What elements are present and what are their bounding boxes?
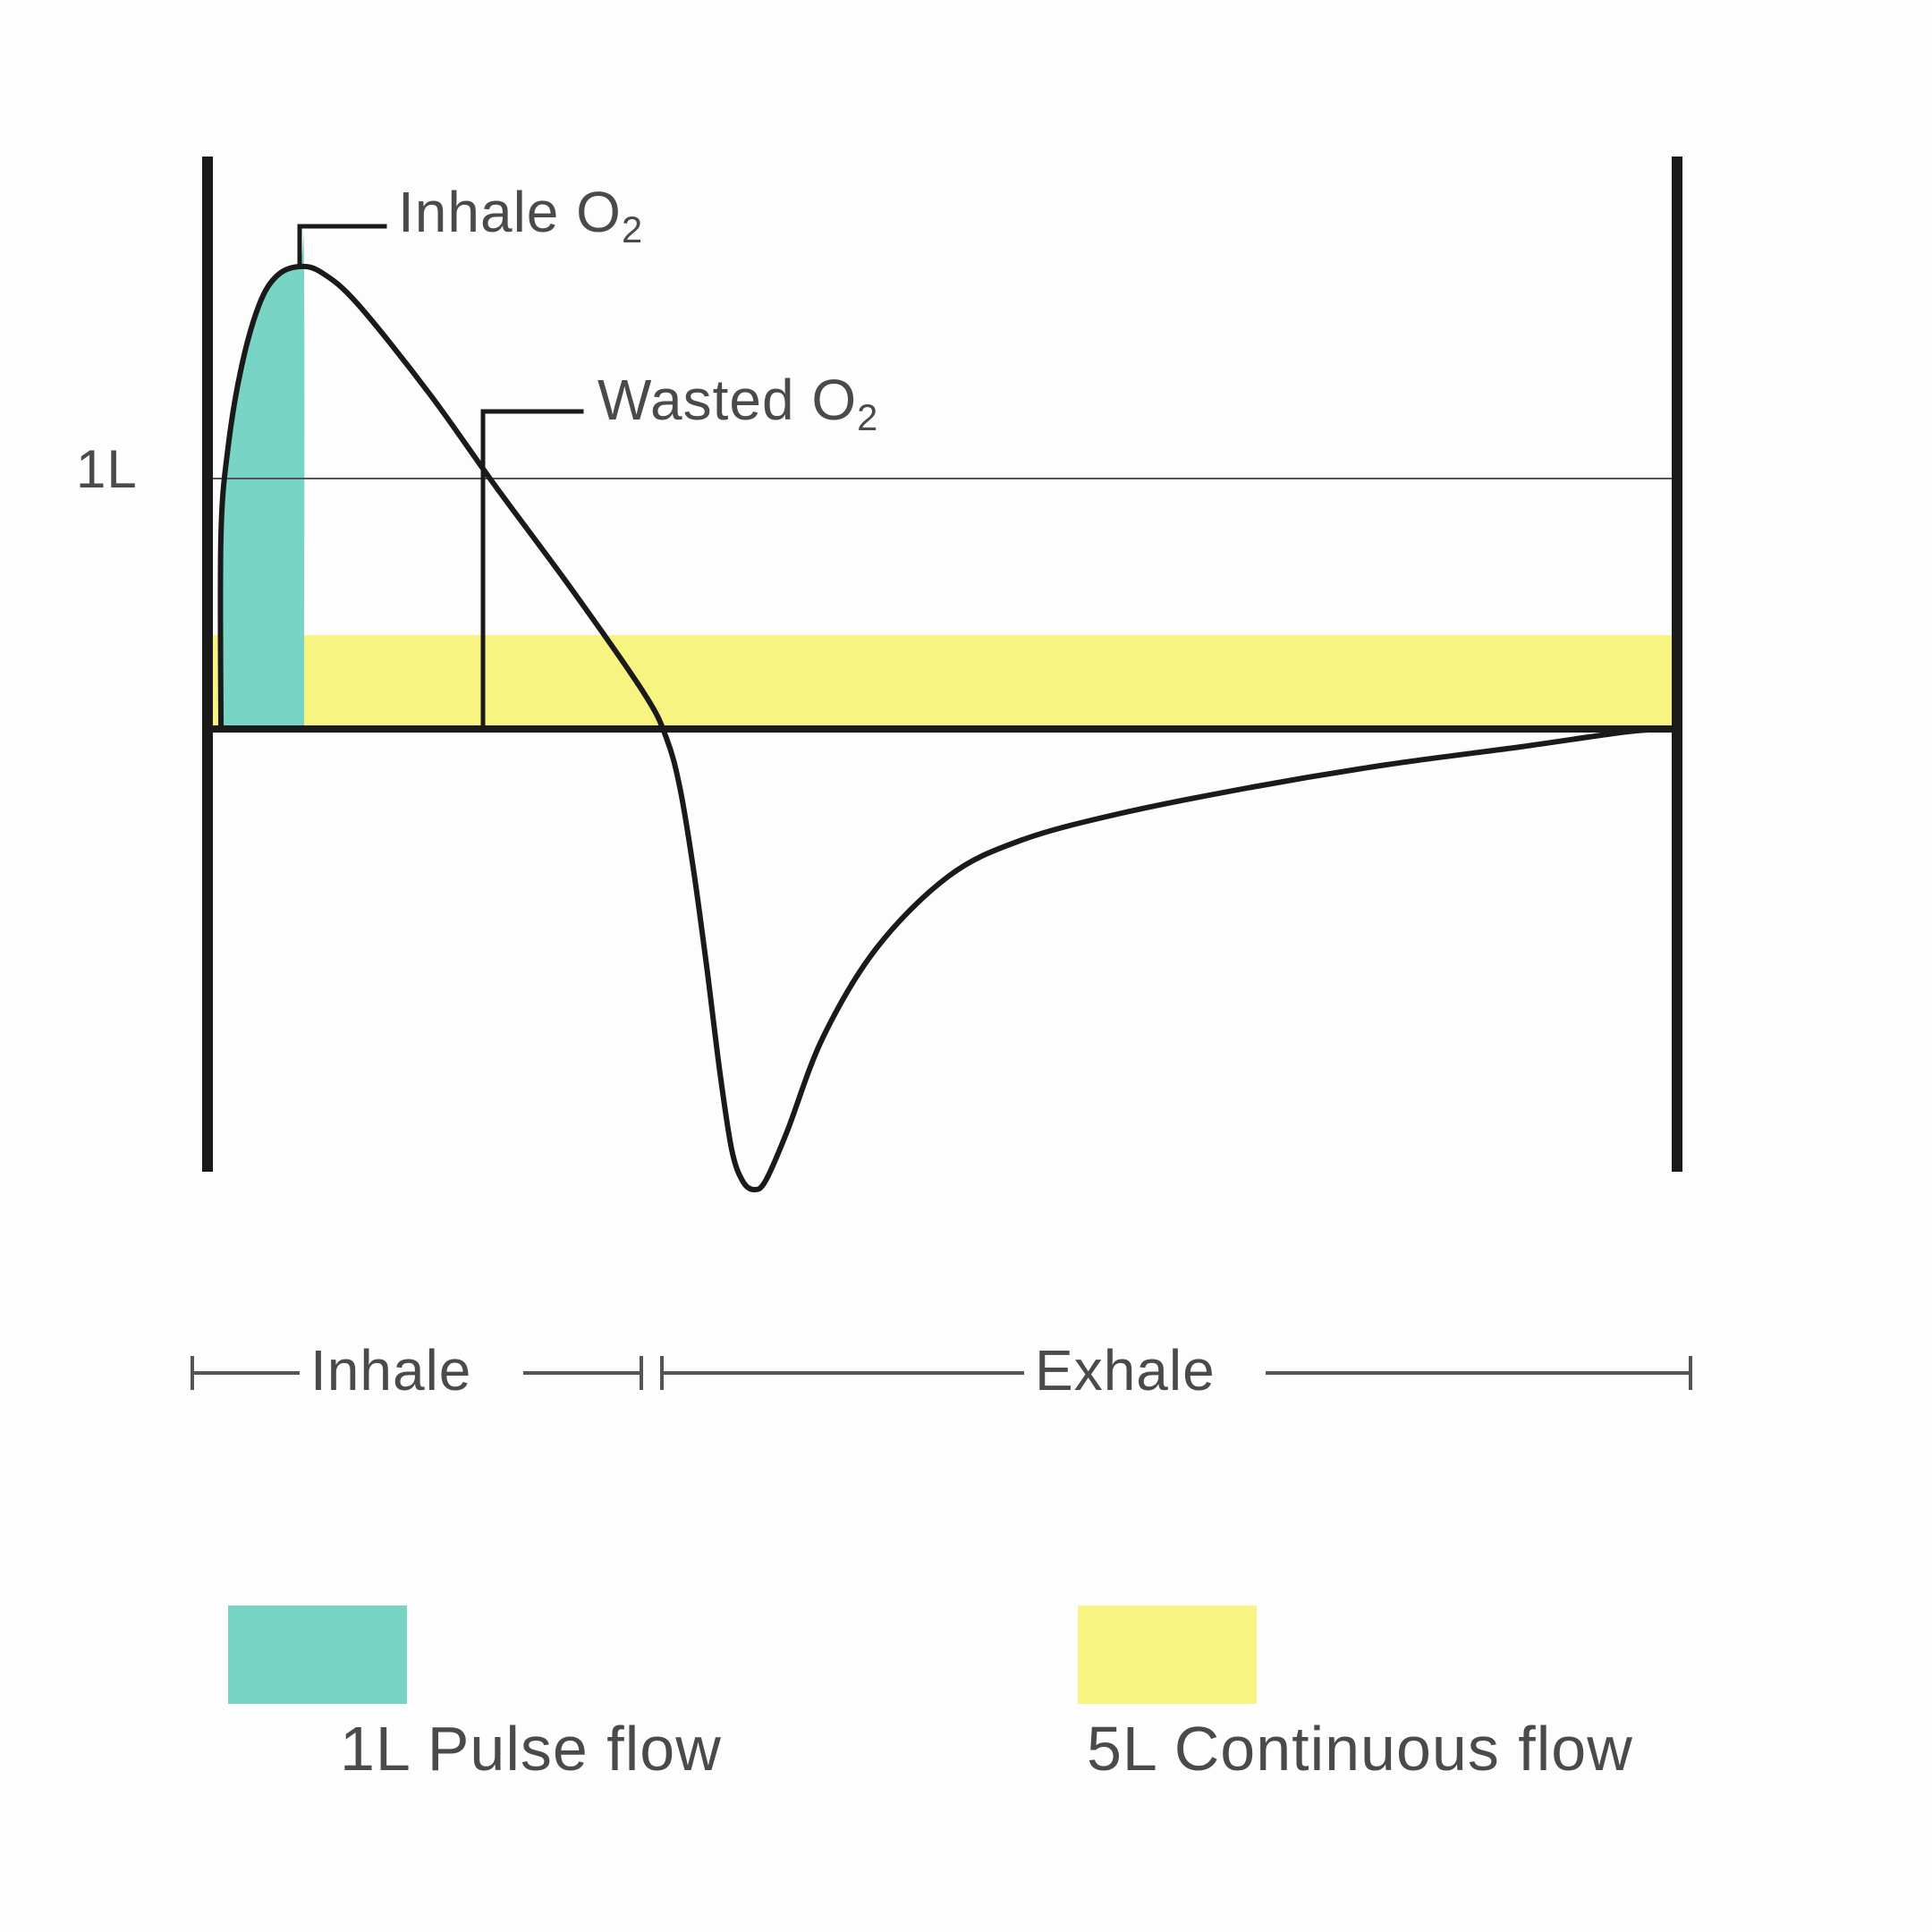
legend-swatch-pulse (228, 1606, 407, 1704)
inhale-o2-label: Inhale O2 (398, 179, 643, 245)
y-axis-1l-label: 1L (76, 438, 138, 500)
legend-label-pulse: 1L Pulse flow (340, 1713, 722, 1784)
exhale-phase-label: Exhale (1035, 1337, 1216, 1403)
legend-swatch-continuous (1078, 1606, 1257, 1704)
legend-label-continuous: 5L Continuous flow (1087, 1713, 1633, 1784)
wasted-o2-label: Wasted O2 (597, 367, 878, 433)
inhale-phase-label: Inhale (310, 1337, 471, 1403)
oxygen-flow-chart: 1L Inhale O2 Wasted O2 Inhale Exhale 1L … (0, 0, 1932, 1932)
